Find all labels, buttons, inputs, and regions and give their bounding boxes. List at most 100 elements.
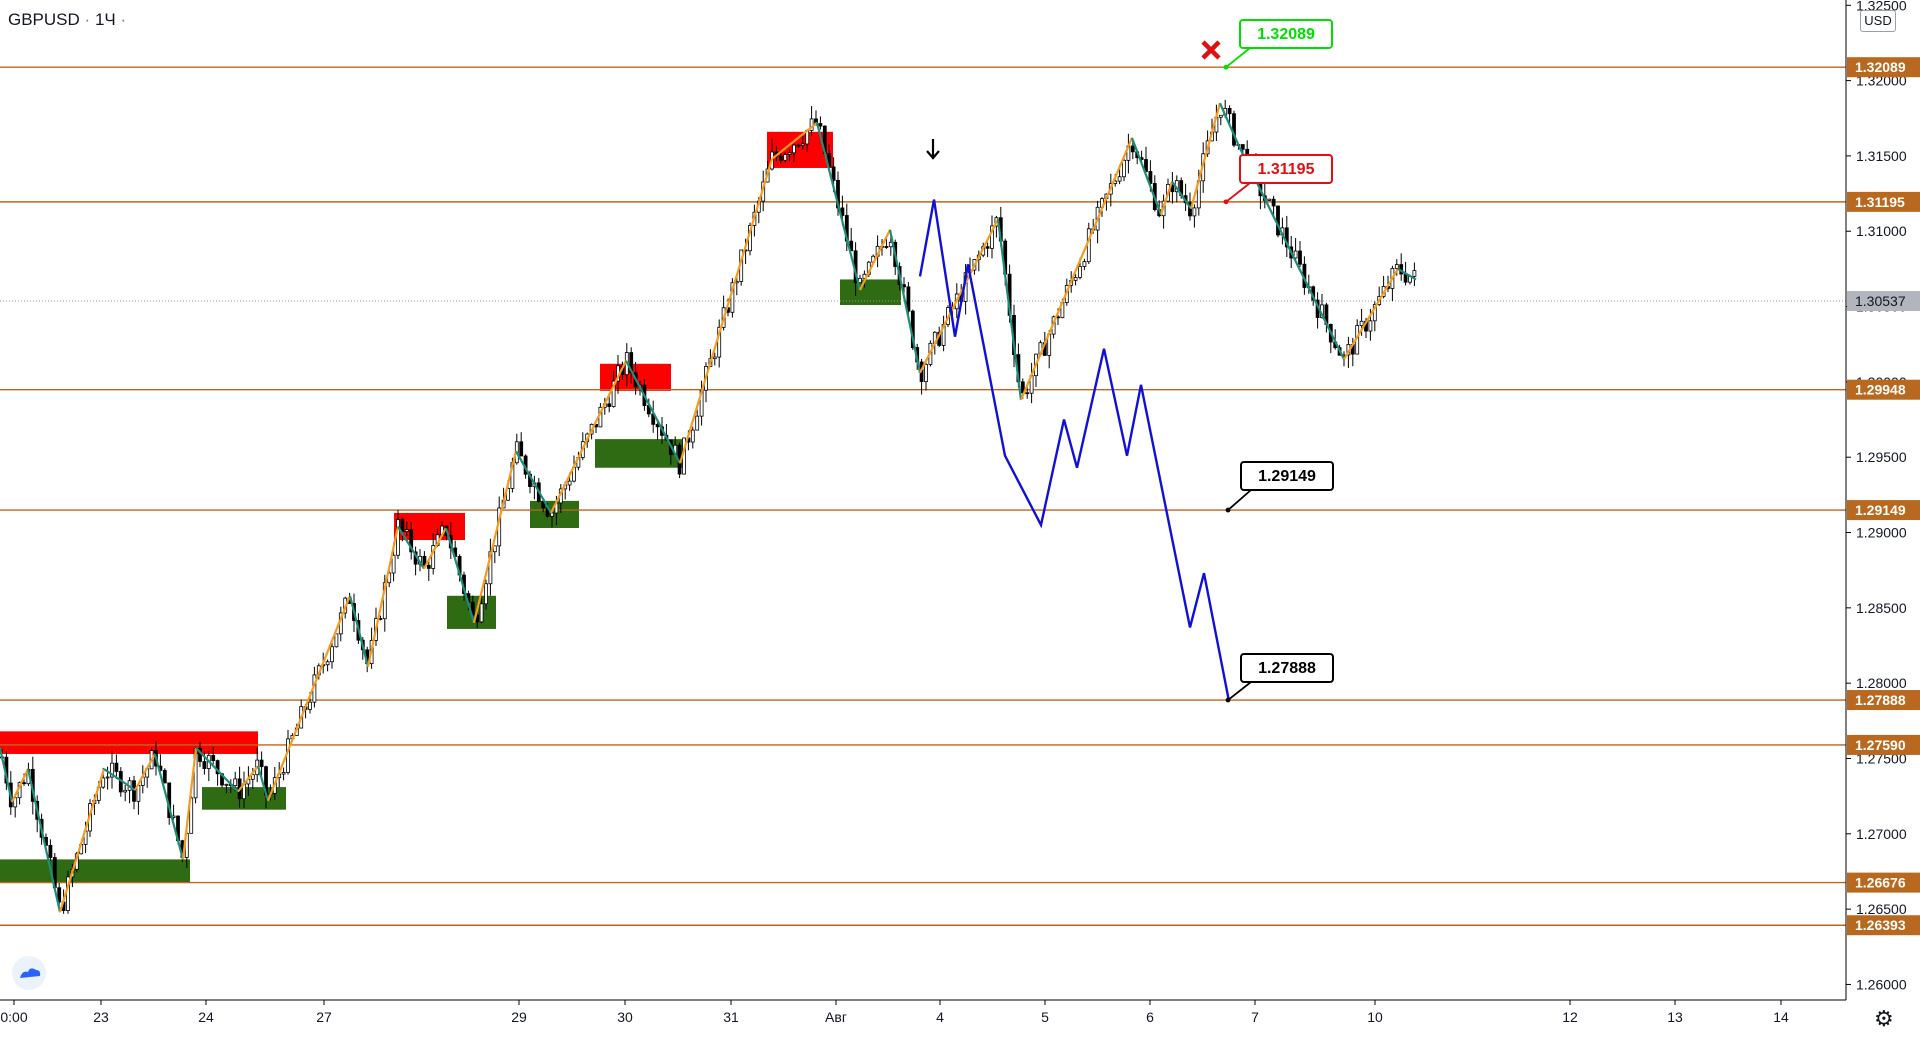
level-price-label: 1.32089 [1855,59,1906,75]
zigzag-segment [397,525,425,570]
callout-label: 1.27888 [1258,660,1316,677]
zigzag-segment [58,768,106,913]
candle-body [396,519,400,556]
candle-body [330,646,334,663]
candle-body [484,583,488,605]
candle-body [162,770,167,784]
candle-body [1144,159,1148,172]
zigzag-segment [625,360,681,464]
time-tick-label: 30 [617,1009,633,1025]
zigzag-segment [472,450,518,624]
candle-body [690,429,695,443]
candle-body [250,774,255,780]
time-tick-label: 27 [316,1009,332,1025]
callout-pointer [1227,681,1252,701]
candle-body [382,582,387,620]
candle-body [800,143,805,146]
level-price-label: 1.31195 [1855,194,1905,210]
zigzag-segment [444,527,476,624]
candle-body [57,887,62,903]
time-tick-label: 12 [1562,1009,1578,1025]
candle-body [22,782,26,785]
candle-body [1368,320,1373,332]
price-callout: 1.32089 [1223,19,1333,70]
candle-body [1020,381,1025,394]
candle-body [550,512,554,517]
zigzag-segment [366,526,400,667]
callout-pointer [1227,489,1252,511]
price-callout: 1.29149 [1225,461,1334,513]
candle-body [110,762,114,778]
tradingview-cloud-icon[interactable] [12,956,46,990]
candle-body [906,286,911,312]
currency-button[interactable]: USD [1860,10,1896,32]
zigzag-segment [1343,268,1399,360]
candle-body [519,441,524,457]
callout-label: 1.29149 [1258,468,1316,485]
candle-body [1086,228,1091,263]
callout-pointer [1225,47,1251,68]
callout-box [1239,19,1333,49]
time-tick-label: 7 [1251,1009,1259,1025]
zigzag-segment [103,768,136,792]
zigzag-segment [919,218,999,374]
candle-body [334,633,339,648]
candle-body [778,155,783,161]
price-tick-label: 1.26500 [1856,901,1907,917]
callout-anchor [1223,199,1229,205]
candle-body [1188,202,1192,217]
zigzag-segment [181,747,198,860]
price-tick-label: 1.26000 [1856,976,1907,992]
current-price-label-bg [1847,290,1920,311]
price-tick-label: 1.29000 [1856,525,1907,541]
symbol-legend[interactable]: GBPUSD · 1Ч · [8,10,126,30]
candle-body [1293,250,1298,259]
zigzag-segment [1130,137,1163,216]
gear-icon[interactable]: ⚙ [1874,1006,1894,1031]
symbol-separator: · [84,10,91,29]
level-price-label-bg [1847,379,1920,400]
candle-body [611,380,616,407]
candle-body [400,519,405,532]
legend-more-dots: · [120,10,127,29]
price-tick-label: 1.28500 [1856,600,1907,616]
zigzag-segment [1189,102,1222,209]
candle-body [422,555,427,566]
candle-body [1078,266,1082,278]
symbol-interval: 1Ч [94,10,116,29]
candle-body [783,154,788,161]
zigzag-segment [1218,102,1242,149]
candle-body [1276,205,1280,236]
x-stroke [1201,40,1221,60]
price-callout: 1.31195 [1223,154,1333,205]
candle-body [101,777,106,788]
plot-area: 1.32089 1.31195 1.29149 1.27888 [0,19,1846,926]
arrow-head [926,150,940,160]
candle-body [1284,227,1289,248]
zigzag-segment [771,121,818,160]
zigzag-segment [26,768,62,913]
zigzag-segment [423,527,447,570]
candle-body [796,144,801,147]
candle-body [924,364,928,383]
candle-body [1117,176,1122,182]
candle-body [105,776,110,779]
time-tick-label: 24 [198,1009,214,1025]
zigzag-segment [515,450,552,514]
candle-body [1218,114,1223,118]
time-axis-bg [0,1000,1846,1038]
zigzag-segment [1159,181,1174,216]
candle-body [479,603,484,623]
callout-label: 1.31195 [1258,161,1315,178]
candle-body [404,529,409,532]
zigzag-segment [996,219,1023,401]
time-tick-label: 4 [936,1009,944,1025]
level-price-label-bg [1847,191,1920,212]
candle-body [325,661,330,666]
supply-zone [0,731,258,754]
candle-body [1271,198,1276,207]
candle-body [281,772,286,775]
candle-body [1394,264,1399,269]
candle-body [48,844,53,858]
